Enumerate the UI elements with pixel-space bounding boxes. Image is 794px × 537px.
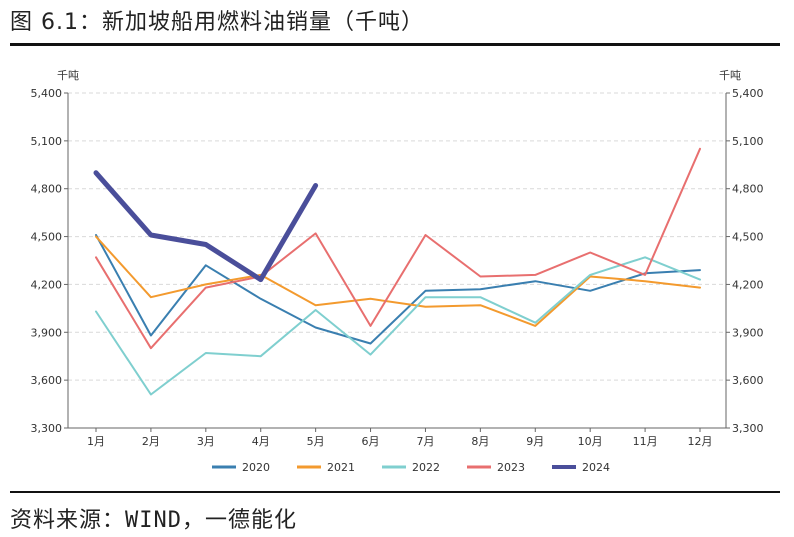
x-tick-label: 4月 bbox=[252, 435, 270, 448]
x-tick-label: 8月 bbox=[471, 435, 489, 448]
figure-title: 图 6.1：新加坡船用燃料油销量（千吨） bbox=[10, 10, 424, 35]
legend-label-2020: 2020 bbox=[242, 461, 270, 474]
grid-lines bbox=[68, 92, 726, 381]
y-tick-label-right: 4,800 bbox=[732, 183, 764, 196]
y-tick-label-right: 3,600 bbox=[732, 374, 764, 387]
series-line-2020 bbox=[95, 234, 701, 345]
series-line-2024 bbox=[93, 170, 319, 283]
y-tick-label-left: 4,200 bbox=[31, 278, 63, 291]
x-tick-label: 12月 bbox=[688, 435, 713, 448]
x-tick-label: 9月 bbox=[526, 435, 544, 448]
y-tick-label-left: 3,600 bbox=[31, 374, 63, 387]
left-unit-label: 千吨 bbox=[57, 69, 79, 82]
x-tick-label: 10月 bbox=[578, 435, 603, 448]
y-tick-label-right: 5,100 bbox=[732, 135, 764, 148]
y-tick-label-left: 5,100 bbox=[31, 135, 63, 148]
y-tick-label-left: 5,400 bbox=[31, 87, 63, 100]
bottom-rule bbox=[10, 491, 780, 493]
x-tick-label: 1月 bbox=[87, 435, 105, 448]
series-line-2022 bbox=[95, 256, 701, 396]
y-tick-label-left: 3,900 bbox=[31, 326, 63, 339]
legend-label-2021: 2021 bbox=[327, 461, 355, 474]
x-tick-label: 6月 bbox=[362, 435, 380, 448]
y-tick-label-left: 4,500 bbox=[31, 231, 63, 244]
y-tick-label-right: 3,300 bbox=[732, 422, 764, 435]
series-lines bbox=[93, 147, 701, 396]
source-note: 资料来源：WIND，一德能化 bbox=[10, 508, 297, 533]
line-chart: 千吨 千吨 3,300 3,300 3,600 3,600 3,900 3,900 4,20… bbox=[31, 69, 764, 474]
x-tick-label: 3月 bbox=[197, 435, 215, 448]
y-tick-labels: 3,300 3,300 3,600 3,600 3,900 3,900 4,200 4,200… bbox=[31, 87, 764, 435]
y-tick-label-right: 5,400 bbox=[732, 87, 764, 100]
x-tick-label: 2月 bbox=[142, 435, 160, 448]
x-tick-label: 11月 bbox=[633, 435, 658, 448]
right-unit-label: 千吨 bbox=[719, 69, 741, 82]
y-tick-label-right: 4,500 bbox=[732, 231, 764, 244]
legend: 2020 2021 2022 2023 2024 bbox=[212, 461, 610, 474]
series-line-2021 bbox=[95, 235, 701, 327]
top-rule bbox=[10, 43, 780, 46]
y-tick-label-right: 3,900 bbox=[732, 326, 764, 339]
y-tick-label-left: 3,300 bbox=[31, 422, 63, 435]
legend-label-2023: 2023 bbox=[497, 461, 525, 474]
x-tick-label: 5月 bbox=[307, 435, 325, 448]
x-tick-labels: 1月 2月 3月 4月 5月 6月 7月 8月 9月 10月 11月 12月 bbox=[87, 428, 713, 448]
x-tick-label: 7月 bbox=[416, 435, 434, 448]
legend-label-2022: 2022 bbox=[412, 461, 440, 474]
legend-label-2024: 2024 bbox=[582, 461, 610, 474]
y-tick-label-right: 4,200 bbox=[732, 278, 764, 291]
series-line-2023 bbox=[95, 147, 701, 350]
y-tick-label-left: 4,800 bbox=[31, 183, 63, 196]
